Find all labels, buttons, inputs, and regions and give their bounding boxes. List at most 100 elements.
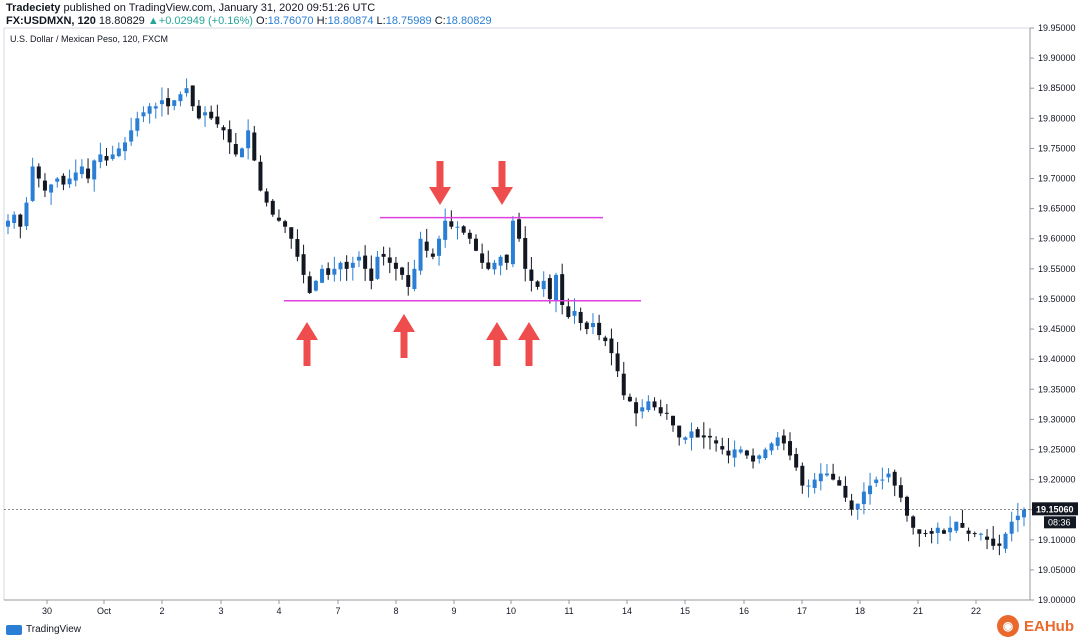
arrow-shaft (400, 330, 408, 358)
candle-body (258, 161, 263, 191)
price-badge-bg (1032, 502, 1078, 516)
low-value: 18.75989 (385, 15, 432, 27)
candle (898, 477, 903, 503)
candle (855, 503, 860, 520)
candle-body (246, 130, 251, 149)
candle-body (640, 407, 645, 412)
y-tick-label: 19.90000 (1038, 53, 1076, 63)
candle (541, 271, 546, 297)
candle-body (880, 479, 885, 481)
eahub-watermark: ◉ EAHub (997, 615, 1074, 637)
publisher-name: Tradeciety (6, 2, 61, 14)
candle (153, 102, 158, 119)
candle-body (837, 480, 842, 486)
candle-body (923, 533, 928, 535)
candle (375, 250, 380, 280)
y-tick-label: 19.45000 (1038, 324, 1076, 334)
candle-body (289, 227, 294, 239)
candle-body (529, 269, 534, 281)
candle-body (381, 253, 386, 257)
candle (363, 245, 368, 281)
candle (664, 404, 669, 420)
candle (523, 226, 528, 282)
candle (560, 263, 565, 315)
candle-body (941, 530, 946, 534)
candle (985, 529, 990, 550)
candle (227, 120, 232, 154)
arrow-up-icon (486, 322, 508, 366)
y-tick-label: 19.80000 (1038, 113, 1076, 123)
candle (79, 159, 84, 179)
candle-body (412, 268, 417, 289)
candle-body (517, 219, 522, 239)
candle-body (541, 280, 546, 290)
candle-body (997, 543, 1002, 546)
candle-body (203, 112, 208, 116)
candle-body (492, 262, 497, 270)
chart-title: U.S. Dollar / Mexican Peso, 120, FXCM (10, 34, 168, 44)
candle-body (707, 435, 712, 438)
candle-body (473, 238, 478, 251)
candle (190, 85, 195, 112)
y-tick-label: 19.70000 (1038, 174, 1076, 184)
candle-body (393, 262, 398, 269)
candle-body (935, 527, 940, 533)
x-tick-label: 22 (971, 606, 981, 616)
candle-body (664, 412, 669, 414)
candle (683, 436, 688, 444)
arrow-head (429, 187, 451, 205)
candle (578, 307, 583, 331)
candle (18, 213, 23, 239)
candle-body (794, 454, 799, 468)
candle (590, 313, 595, 335)
candle-body (714, 440, 719, 444)
y-tick-label: 19.35000 (1038, 384, 1076, 394)
candle (997, 534, 1002, 556)
candle-body (363, 255, 368, 269)
arrow-shaft (498, 161, 506, 189)
candle-body (153, 106, 158, 109)
candle (289, 227, 294, 249)
candle-body (49, 184, 54, 193)
candle (122, 136, 127, 161)
candle (769, 441, 774, 455)
candle (917, 529, 922, 547)
candle (671, 415, 676, 432)
candle (196, 99, 201, 120)
candle (634, 397, 639, 427)
candle-body (190, 85, 195, 107)
candle-body (369, 268, 374, 281)
x-tick-label: 3 (218, 606, 223, 616)
candle (437, 235, 442, 266)
candle-body (1022, 509, 1026, 518)
candle (954, 521, 959, 534)
candle-body (886, 473, 891, 478)
candle-body (763, 449, 768, 459)
candle-body (695, 429, 700, 438)
candle (763, 447, 768, 460)
candle (42, 173, 47, 198)
time-badge-text: 08:36 (1048, 517, 1071, 527)
candle-body (6, 220, 10, 227)
candle (98, 142, 103, 169)
candle-body (868, 485, 873, 495)
candle-body (320, 268, 325, 283)
candle (430, 248, 435, 260)
candle (92, 159, 97, 192)
candle-body (18, 214, 23, 227)
candle-body (437, 238, 442, 256)
candle-body (61, 175, 66, 185)
candle (172, 99, 177, 111)
candle-body (615, 353, 620, 372)
candle (689, 422, 694, 451)
last-price: 18.80829 (98, 15, 145, 27)
candle (283, 219, 288, 234)
candle-body (104, 156, 109, 161)
candle (732, 440, 737, 468)
candle (554, 272, 559, 313)
candle-body (769, 443, 774, 451)
arrow-shaft (303, 338, 311, 366)
candle (609, 328, 614, 366)
candle-body (73, 172, 78, 181)
